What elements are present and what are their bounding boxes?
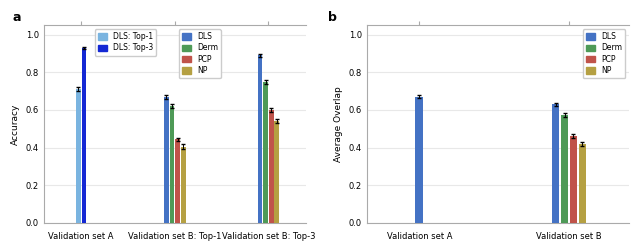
Legend: DLS, Derm, PCP, NP: DLS, Derm, PCP, NP (582, 29, 625, 78)
Bar (579, 144, 586, 223)
Bar (82, 48, 86, 223)
Bar (269, 110, 273, 223)
Bar (275, 121, 279, 223)
Bar (164, 97, 169, 223)
Legend: DLS, Derm, PCP, NP: DLS, Derm, PCP, NP (179, 29, 221, 78)
Text: a: a (12, 11, 21, 24)
Text: b: b (328, 11, 337, 24)
Y-axis label: Average Overlap: Average Overlap (334, 86, 343, 162)
Bar (257, 55, 262, 223)
Bar (76, 89, 81, 223)
Bar (175, 140, 180, 223)
Bar (181, 147, 186, 223)
Bar (570, 136, 577, 223)
Bar (170, 106, 174, 223)
Y-axis label: Accuracy: Accuracy (11, 103, 20, 145)
Bar (552, 104, 559, 223)
Bar (415, 97, 423, 223)
Bar (263, 82, 268, 223)
Bar (561, 115, 568, 223)
